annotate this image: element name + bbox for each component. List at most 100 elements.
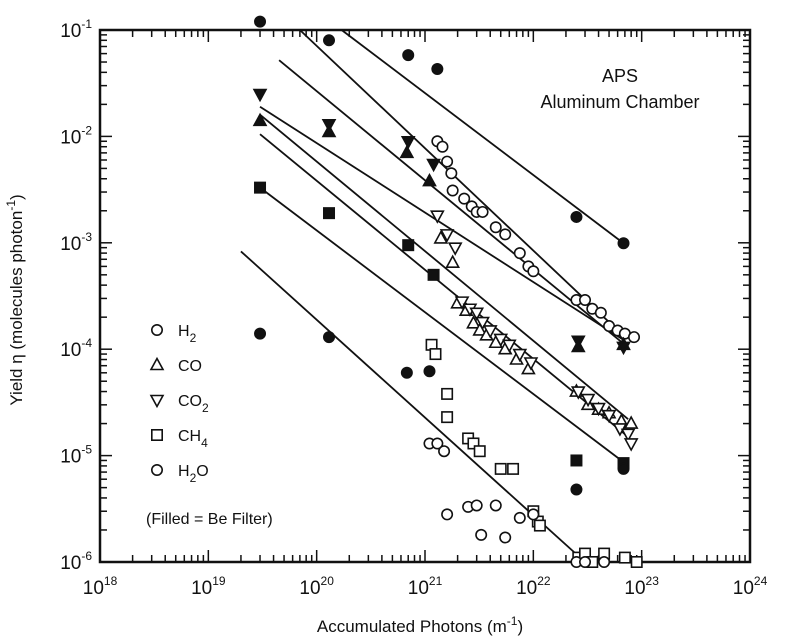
legend-label-text: CH bbox=[178, 428, 201, 445]
y-tick-base: 10 bbox=[60, 21, 81, 42]
x-tick-base: 10 bbox=[191, 578, 212, 599]
data-point-open bbox=[476, 205, 489, 218]
data-point-open bbox=[466, 315, 481, 329]
data-point-open bbox=[620, 428, 636, 443]
x-tick-exponent: 23 bbox=[646, 574, 660, 588]
data-point-filled bbox=[616, 341, 631, 356]
y-axis-title: Yield η (molecules photon-1) bbox=[4, 194, 26, 405]
data-point-filled bbox=[323, 207, 336, 220]
data-point-open bbox=[598, 555, 611, 568]
legend-label-text: H bbox=[178, 463, 190, 480]
data-point-filled bbox=[321, 118, 337, 133]
axis-ticks bbox=[99, 29, 751, 563]
y-tick-exponent: -4 bbox=[81, 336, 92, 350]
x-axis-title-text: Accumulated Photons (m bbox=[317, 617, 507, 636]
data-point-filled bbox=[570, 210, 583, 223]
data-point-open bbox=[441, 411, 454, 424]
data-point-open bbox=[431, 437, 444, 450]
data-point-open bbox=[570, 386, 586, 400]
legend-label-sub: 4 bbox=[201, 436, 208, 450]
data-point-open bbox=[441, 508, 454, 521]
legend-label-sub: 2 bbox=[202, 401, 209, 415]
fit-line bbox=[259, 113, 629, 420]
x-tick-base: 10 bbox=[516, 578, 537, 599]
data-point-open bbox=[580, 393, 596, 408]
data-point-open bbox=[501, 339, 517, 353]
data-point-open bbox=[623, 415, 639, 429]
data-point-open bbox=[494, 462, 507, 475]
legend-label-sub: 2 bbox=[190, 331, 197, 345]
y-tick-exponent: -1 bbox=[81, 17, 92, 31]
data-point-open bbox=[523, 357, 539, 371]
data-point-open bbox=[470, 499, 483, 512]
x-tick-label: 1020 bbox=[299, 574, 334, 599]
data-point-filled bbox=[400, 135, 416, 150]
y-axis-title-exp: -1 bbox=[4, 200, 18, 211]
data-point-open bbox=[429, 210, 445, 224]
x-tick-label: 1018 bbox=[83, 574, 118, 599]
data-point-open bbox=[513, 247, 526, 260]
data-point-filled bbox=[431, 62, 444, 75]
y-tick-base: 10 bbox=[60, 127, 81, 148]
x-tick-label: 1021 bbox=[408, 574, 443, 599]
x-tick-base: 10 bbox=[624, 578, 645, 599]
x-tick-label: 1019 bbox=[191, 574, 226, 599]
x-tick-label: 1024 bbox=[733, 574, 768, 599]
fit-line bbox=[278, 59, 626, 346]
data-point-open bbox=[512, 348, 528, 363]
data-point-open bbox=[628, 331, 641, 344]
x-tick-exponent: 19 bbox=[212, 574, 226, 588]
data-point-open bbox=[623, 438, 639, 452]
data-point-open bbox=[533, 519, 546, 532]
data-point-open bbox=[429, 348, 442, 361]
x-tick-exponent: 20 bbox=[321, 574, 335, 588]
data-point-filled bbox=[402, 239, 415, 252]
y-tick-label: 10-5 bbox=[60, 443, 92, 468]
legend-marker bbox=[151, 463, 164, 476]
data-point-filled bbox=[427, 268, 440, 281]
x-tick-labels: 1018 1019 1020 1021 1022 1023 1024 bbox=[83, 574, 768, 599]
y-tick-base: 10 bbox=[60, 234, 81, 255]
fit-line bbox=[259, 186, 626, 464]
x-tick-label: 1023 bbox=[624, 574, 659, 599]
data-point-open bbox=[447, 242, 463, 256]
data-point-open bbox=[618, 551, 631, 564]
data-point-filled bbox=[252, 88, 268, 103]
data-point-filled bbox=[570, 454, 583, 467]
data-point-open bbox=[469, 307, 485, 321]
y-tick-base: 10 bbox=[60, 447, 81, 468]
legend-label-text: H bbox=[178, 323, 190, 340]
x-tick-exponent: 22 bbox=[537, 574, 551, 588]
data-point-filled bbox=[617, 237, 630, 250]
data-point-filled bbox=[254, 181, 267, 194]
legend-label-sub: 2 bbox=[190, 471, 197, 485]
fit-line bbox=[341, 29, 625, 244]
fit-line bbox=[259, 133, 629, 438]
x-axis-title: Accumulated Photons (m-1) bbox=[317, 614, 523, 636]
data-point-filled bbox=[254, 15, 267, 28]
y-tick-label: 10-1 bbox=[60, 17, 92, 42]
data-point-open bbox=[454, 296, 470, 310]
y-tick-base: 10 bbox=[60, 553, 81, 574]
legend-label: CH4 bbox=[178, 428, 208, 450]
x-tick-base: 10 bbox=[408, 578, 429, 599]
legend-marker bbox=[151, 323, 164, 336]
chart-title-line-2: Aluminum Chamber bbox=[540, 92, 699, 112]
legend-marker bbox=[149, 356, 165, 371]
y-tick-base: 10 bbox=[60, 340, 81, 361]
legend-label-text: CO bbox=[178, 393, 202, 410]
data-point-open bbox=[507, 462, 520, 475]
data-point-filled bbox=[323, 34, 336, 47]
data-point-open bbox=[594, 306, 607, 319]
data-point-filled bbox=[426, 158, 441, 173]
y-tick-label: 10-4 bbox=[60, 336, 92, 361]
data-point-open bbox=[482, 325, 498, 339]
legend-label: CO2 bbox=[178, 393, 209, 415]
data-point-filled bbox=[399, 144, 415, 159]
legend-label: H2O bbox=[178, 463, 209, 485]
x-tick-exponent: 21 bbox=[429, 574, 443, 588]
data-point-open bbox=[445, 254, 461, 269]
data-point-filled bbox=[402, 49, 415, 62]
fit-line bbox=[259, 105, 626, 342]
